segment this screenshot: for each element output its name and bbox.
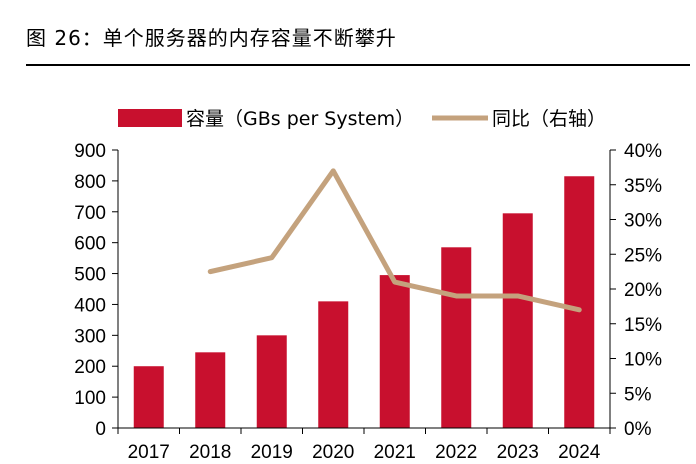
right-tick-label: 5%: [624, 384, 652, 405]
right-tick-label: 0%: [624, 419, 652, 440]
right-tick-label: 30%: [624, 211, 662, 232]
bar-2023: [502, 213, 533, 428]
legend-label-yoy: 同比（右轴）: [492, 108, 606, 130]
legend-label-capacity: 容量（GBs per System）: [186, 108, 414, 130]
right-tick-label: 15%: [624, 315, 662, 336]
left-tick-label: 400: [74, 295, 106, 316]
left-tick-label: 800: [74, 172, 106, 193]
x-tick-label: 2018: [189, 442, 231, 463]
legend-swatch-capacity: [118, 109, 182, 127]
x-tick-label: 2023: [497, 442, 539, 463]
left-tick-label: 200: [74, 357, 106, 378]
x-tick-label: 2022: [435, 442, 477, 463]
line-series: [207, 168, 582, 313]
bar-2020: [318, 301, 349, 428]
chart-legend: 容量（GBs per System） 同比（右轴）: [118, 108, 606, 130]
bar-2022: [441, 247, 472, 428]
left-tick-label: 300: [74, 326, 106, 347]
figure-title: 图 26：单个服务器的内存容量不断攀升: [26, 26, 397, 50]
right-tick-label: 25%: [624, 245, 662, 266]
x-tick-label: 2024: [558, 442, 601, 463]
bar-2021: [379, 275, 410, 428]
bar-2019: [256, 335, 287, 428]
x-tick-label: 2019: [251, 442, 293, 463]
left-tick-label: 500: [74, 265, 106, 286]
bar-2024: [564, 176, 595, 428]
left-tick-label: 0: [95, 419, 106, 440]
x-tick-label: 2021: [374, 442, 416, 463]
x-tick-label: 2020: [312, 442, 354, 463]
left-tick-label: 700: [74, 203, 106, 224]
x-tick-label: 2017: [128, 442, 170, 463]
left-tick-label: 100: [74, 388, 106, 409]
right-tick-label: 10%: [624, 350, 662, 371]
bar-2018: [195, 352, 226, 428]
bar-2017: [133, 366, 164, 428]
right-tick-label: 35%: [624, 176, 662, 197]
right-tick-label: 20%: [624, 280, 662, 301]
title-divider: [26, 64, 690, 66]
left-tick-label: 900: [74, 141, 106, 162]
right-tick-label: 40%: [624, 141, 662, 162]
bar-series: [133, 176, 595, 428]
left-tick-label: 600: [74, 234, 106, 255]
chart-axes: 0 100 200 300 400 500 600 700 800 900 0% 5% 10% 15% 20…: [74, 141, 662, 463]
